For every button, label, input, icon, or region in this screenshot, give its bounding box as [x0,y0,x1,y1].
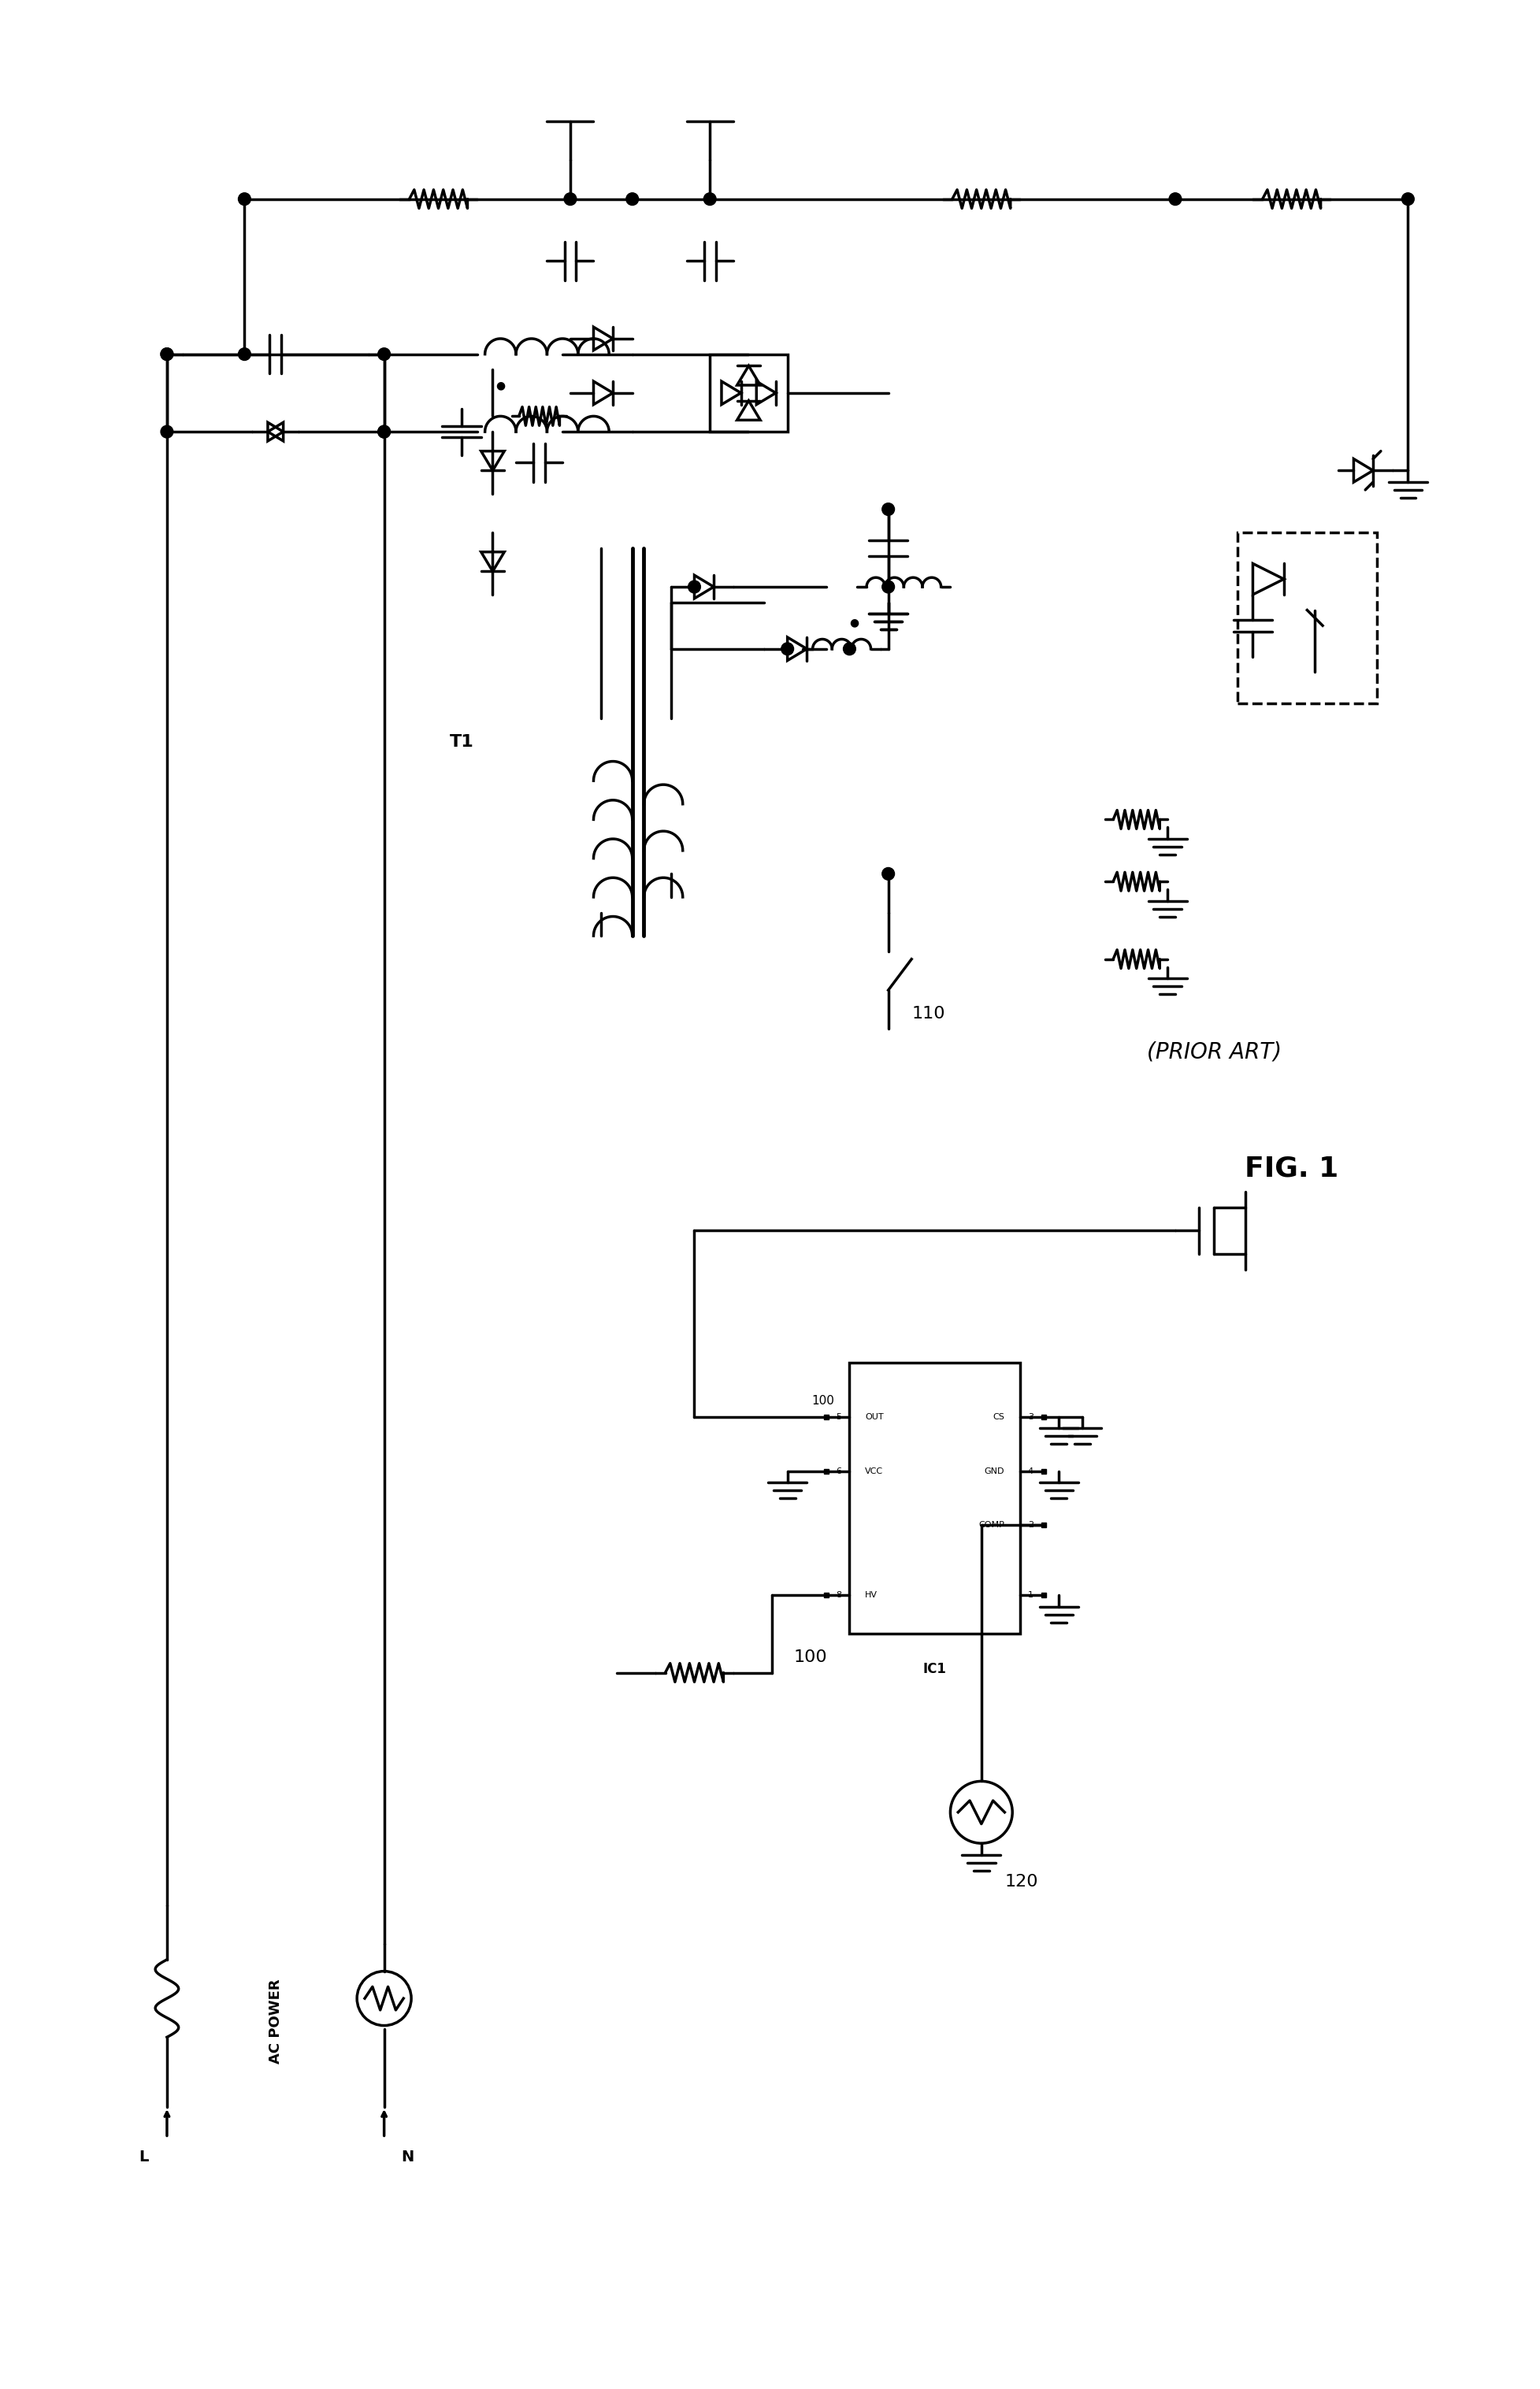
Text: 100: 100 [812,1395,835,1407]
Text: HV: HV [865,1591,878,1598]
Circle shape [377,349,390,361]
Circle shape [781,643,793,655]
Circle shape [1169,194,1181,205]
Text: 8: 8 [836,1591,842,1598]
Bar [710,354,787,432]
Circle shape [239,349,251,361]
Text: IC1: IC1 [922,1663,947,1675]
Text: CS: CS [993,1412,1004,1421]
Text: (PRIOR ART): (PRIOR ART) [1147,1042,1281,1063]
Text: 110: 110 [912,1006,946,1020]
Circle shape [704,194,716,205]
Text: L: L [139,2150,148,2164]
Circle shape [844,643,856,655]
Bar [1237,533,1377,702]
Text: T1: T1 [450,733,474,750]
Text: 5: 5 [836,1412,842,1421]
Text: ●: ● [850,616,859,628]
Circle shape [564,194,576,205]
Circle shape [160,425,172,437]
Text: 1: 1 [1027,1591,1033,1598]
Text: ●: ● [496,380,505,392]
Circle shape [377,425,390,437]
Circle shape [882,867,895,879]
Text: COMP: COMP [979,1522,1004,1529]
Circle shape [882,581,895,592]
Circle shape [882,504,895,516]
Text: VCC: VCC [865,1467,884,1474]
Circle shape [160,349,172,361]
Text: 2: 2 [1027,1522,1033,1529]
Text: 100: 100 [795,1648,827,1665]
Text: 4: 4 [1027,1467,1033,1474]
Text: 6: 6 [836,1467,842,1474]
Circle shape [160,349,172,361]
Text: N: N [400,2150,414,2164]
Circle shape [239,194,251,205]
Circle shape [377,425,390,437]
Text: 3: 3 [1027,1412,1033,1421]
Circle shape [688,581,701,592]
Circle shape [627,194,639,205]
Text: GND: GND [984,1467,1004,1474]
Text: FIG. 1: FIG. 1 [1244,1156,1338,1183]
Text: 120: 120 [1004,1875,1038,1890]
Circle shape [1401,194,1414,205]
Text: OUT: OUT [865,1412,884,1421]
Text: AC POWER: AC POWER [268,1978,283,2064]
Bar [850,1362,1019,1634]
